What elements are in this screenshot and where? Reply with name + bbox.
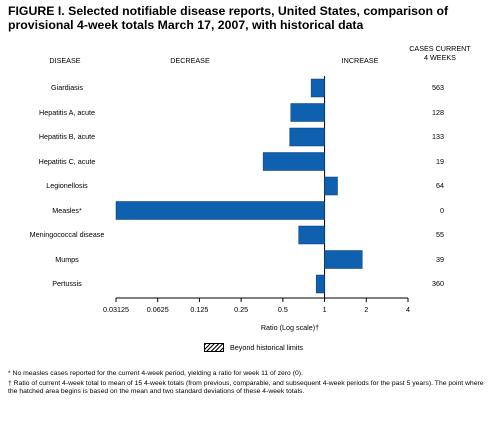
cases-value: 19 [436, 156, 444, 166]
cases-value: 39 [436, 254, 444, 264]
decrease-column-header: DECREASE [170, 56, 210, 65]
bar [298, 225, 325, 245]
x-axis-label: Ratio (Log scale)† [260, 323, 320, 332]
bar [324, 250, 363, 269]
cases-value: 563 [432, 83, 444, 92]
x-tick-label: 0.25 [234, 305, 249, 314]
x-tick-label: 2 [364, 305, 369, 314]
disease-label: Mumps [55, 254, 79, 264]
disease-label: Pertussis [52, 279, 82, 288]
footnote-measles: * No measles cases reported for the curr… [8, 370, 303, 377]
bar [289, 127, 325, 147]
x-tick-label: 4 [406, 305, 410, 314]
increase-column-header: INCREASE [341, 56, 379, 65]
disease-label: Measles* [52, 205, 82, 215]
x-tick-label: 0.03125 [103, 305, 129, 314]
x-tick-label: 0.125 [190, 305, 209, 314]
disease-label: Giardiasis [51, 83, 83, 92]
legend-label: Beyond historical limits [230, 343, 304, 352]
footnote-ratio: † Ratio of current 4-week total to mean … [8, 380, 484, 396]
cases-column-header-line2: 4 WEEKS [424, 53, 456, 62]
disease-label: Meningococcal disease [29, 230, 105, 239]
bar [315, 274, 325, 294]
disease-label: Legionellosis [46, 181, 88, 190]
cases-value: 0 [440, 205, 444, 215]
legend-hatched-swatch [204, 343, 224, 352]
figure-title: FIGURE I. Selected notifiable disease re… [8, 4, 449, 32]
bar [290, 103, 325, 122]
bar [324, 176, 338, 196]
x-tick-label: 1 [322, 305, 327, 314]
x-tick-label: 0.0625 [146, 305, 169, 314]
cases-value: 360 [432, 279, 444, 288]
bar [262, 152, 325, 171]
cases-column-header-line1: CASES CURRENT [409, 44, 471, 53]
bar [115, 201, 325, 220]
cases-value: 128 [432, 107, 444, 117]
disease-label: Hepatitis B, acute [38, 132, 96, 141]
bar [310, 78, 325, 98]
cases-value: 55 [436, 230, 444, 239]
cases-value: 64 [436, 181, 444, 190]
disease-label: Hepatitis A, acute [39, 107, 95, 117]
cases-value: 133 [432, 132, 444, 141]
x-tick-label: 0.5 [277, 305, 288, 314]
disease-column-header: DISEASE [49, 56, 81, 65]
disease-label: Hepatitis C, acute [38, 156, 96, 166]
